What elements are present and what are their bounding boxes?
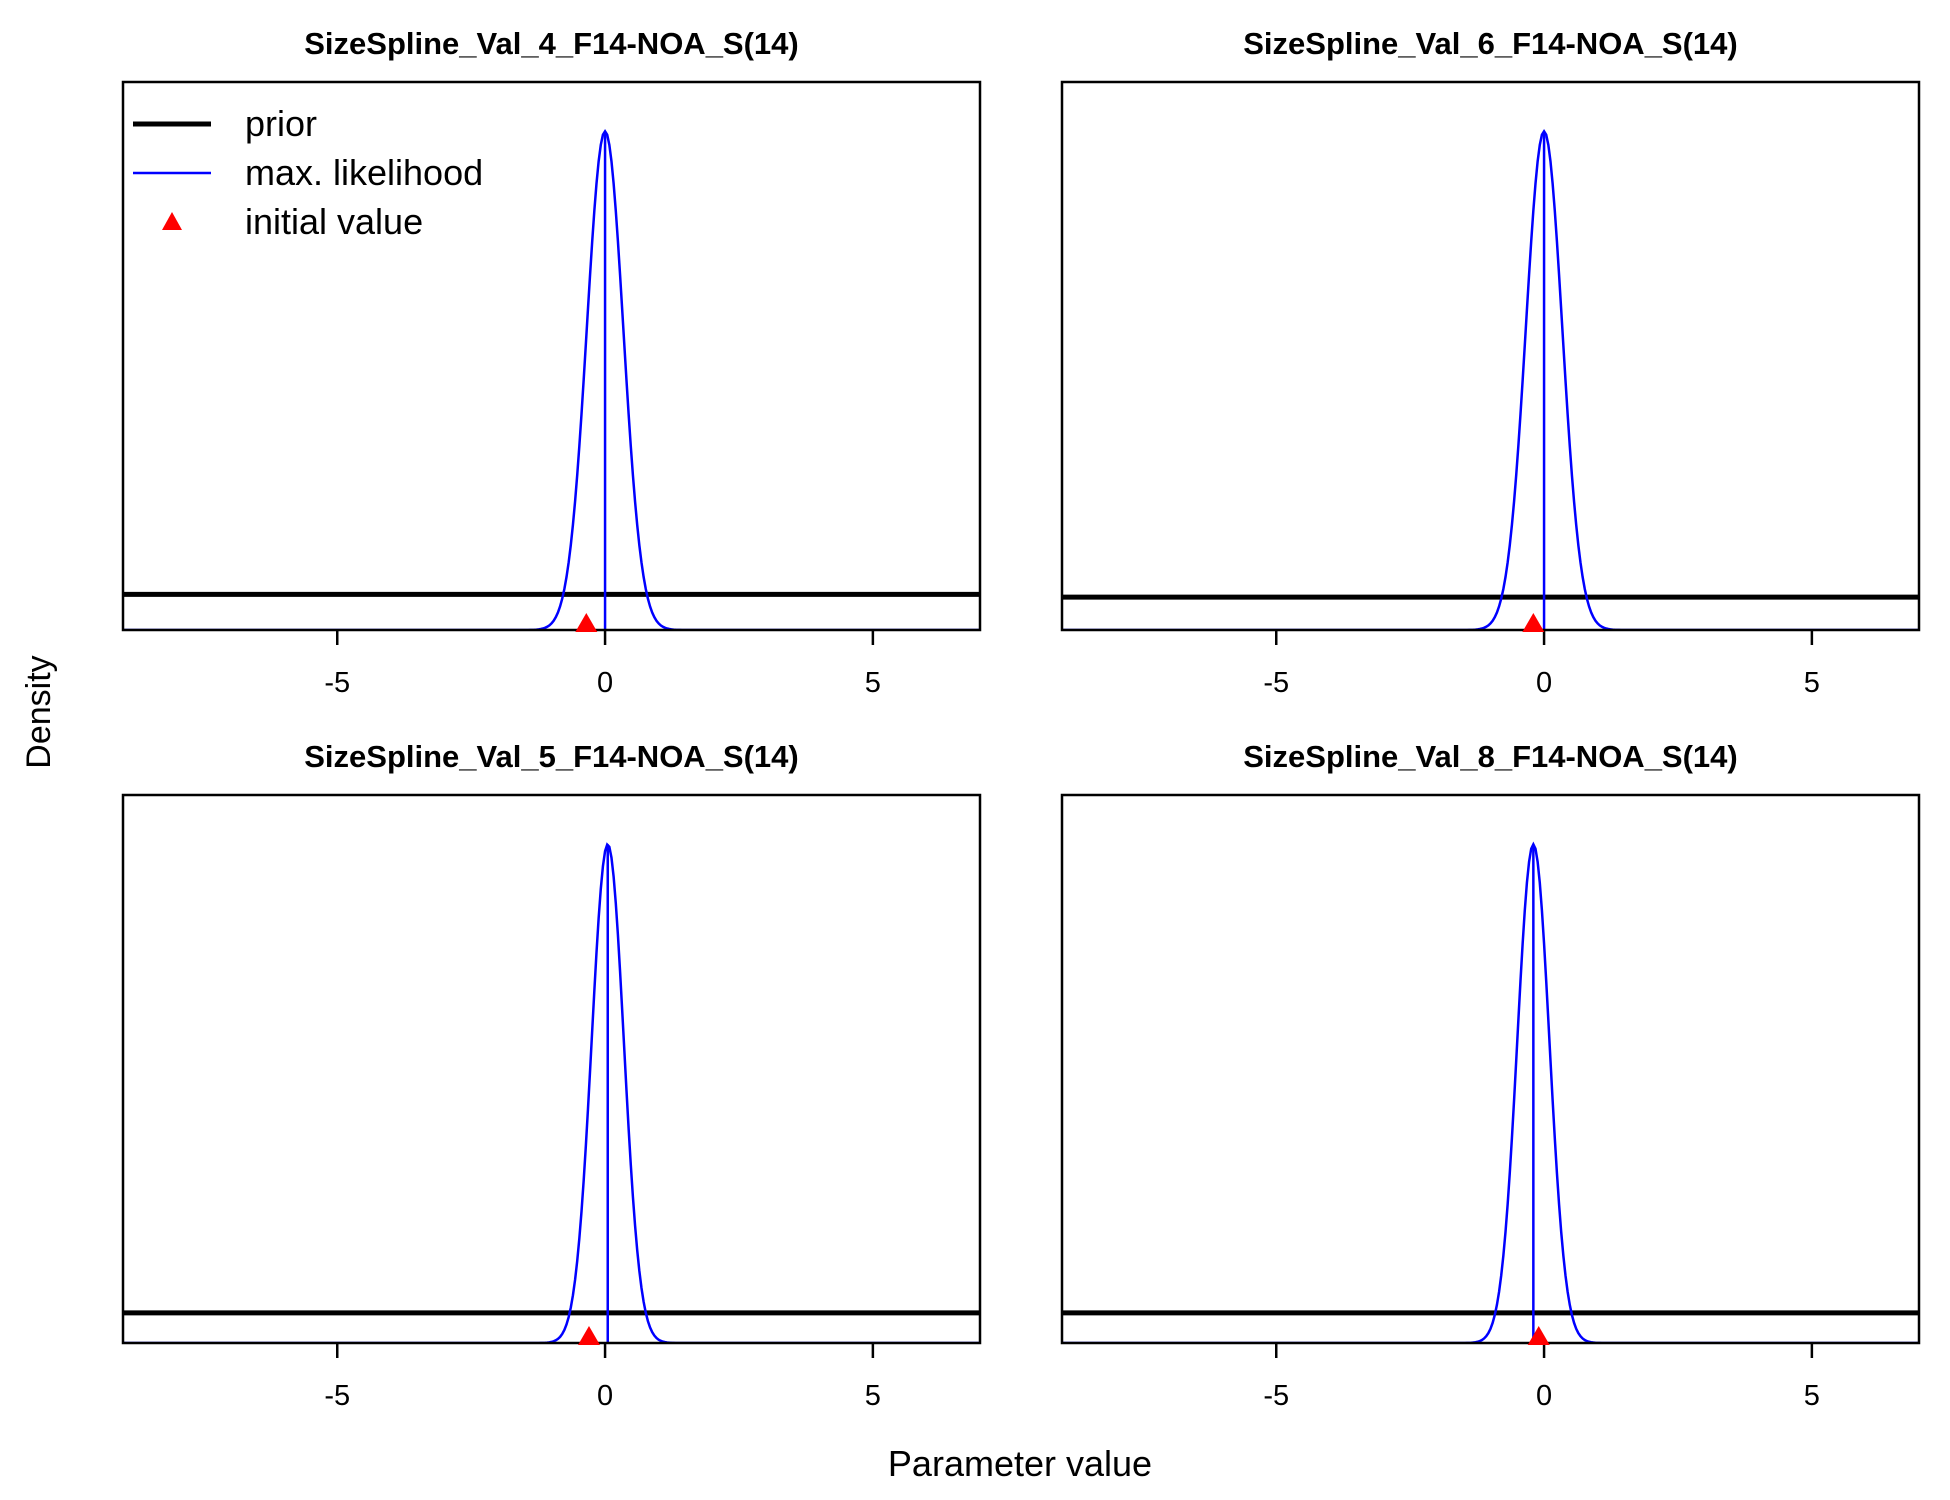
x-tick-label: -5 [1263, 1380, 1289, 1412]
panel-title: SizeSpline_Val_4_F14-NOA_S(14) [304, 26, 799, 61]
panels: SizeSpline_Val_4_F14-NOA_S(14)-5 0 5SizeSp… [121, 26, 1921, 1412]
plot-area [1062, 128, 1919, 630]
x-tick-label: 0 [597, 1380, 613, 1412]
x-tick-label: -5 [324, 667, 350, 699]
panel-4: SizeSpline_Val_8_F14-NOA_S(14) -5 0 5 [1060, 739, 1921, 1412]
plot-area [1062, 841, 1919, 1343]
x-tick-label: 5 [865, 1380, 881, 1412]
mle-curve [1062, 841, 1919, 1343]
panel-1: SizeSpline_Val_4_F14-NOA_S(14) -5 0 5 [121, 26, 982, 699]
legend-label: initial value [245, 201, 423, 242]
initial-value-marker [577, 1326, 600, 1345]
x-tick-label: -5 [1263, 667, 1289, 699]
panel-title: SizeSpline_Val_6_F14-NOA_S(14) [1243, 26, 1738, 61]
panel-frame [1060, 793, 1921, 1345]
panel-frame [1060, 80, 1921, 632]
legend-label: max. likelihood [245, 152, 483, 193]
mle-curve [123, 842, 980, 1343]
x-axis-label: Parameter value [888, 1443, 1152, 1484]
legend-initial-swatch [162, 212, 182, 230]
x-tick-label: 5 [865, 667, 881, 699]
panel-frame [121, 793, 982, 1345]
panel-title: SizeSpline_Val_5_F14-NOA_S(14) [304, 739, 799, 774]
x-tick-label: 0 [597, 667, 613, 699]
legend-label: prior [245, 103, 317, 144]
x-tick-label: 5 [1804, 1380, 1820, 1412]
plot-area [123, 842, 980, 1343]
initial-value-marker [575, 613, 598, 632]
mle-curve [1062, 128, 1919, 630]
initial-value-marker [1527, 1326, 1550, 1345]
x-tick-label: 5 [1804, 667, 1820, 699]
legend: prior max. likelihood initial value [133, 103, 483, 242]
x-tick-label: -5 [324, 1380, 350, 1412]
x-tick-label: 0 [1536, 667, 1552, 699]
mle-curve [123, 128, 980, 630]
initial-value-marker [1522, 613, 1545, 632]
panel-title: SizeSpline_Val_8_F14-NOA_S(14) [1243, 739, 1738, 774]
panel-frame [121, 80, 982, 632]
panel-2: SizeSpline_Val_6_F14-NOA_S(14) -5 0 5 [1060, 26, 1921, 699]
y-axis-label: Density [20, 655, 58, 768]
x-tick-label: 0 [1536, 1380, 1552, 1412]
plot-area [123, 128, 980, 630]
panel-3: SizeSpline_Val_5_F14-NOA_S(14) -5 0 5 [121, 739, 982, 1412]
